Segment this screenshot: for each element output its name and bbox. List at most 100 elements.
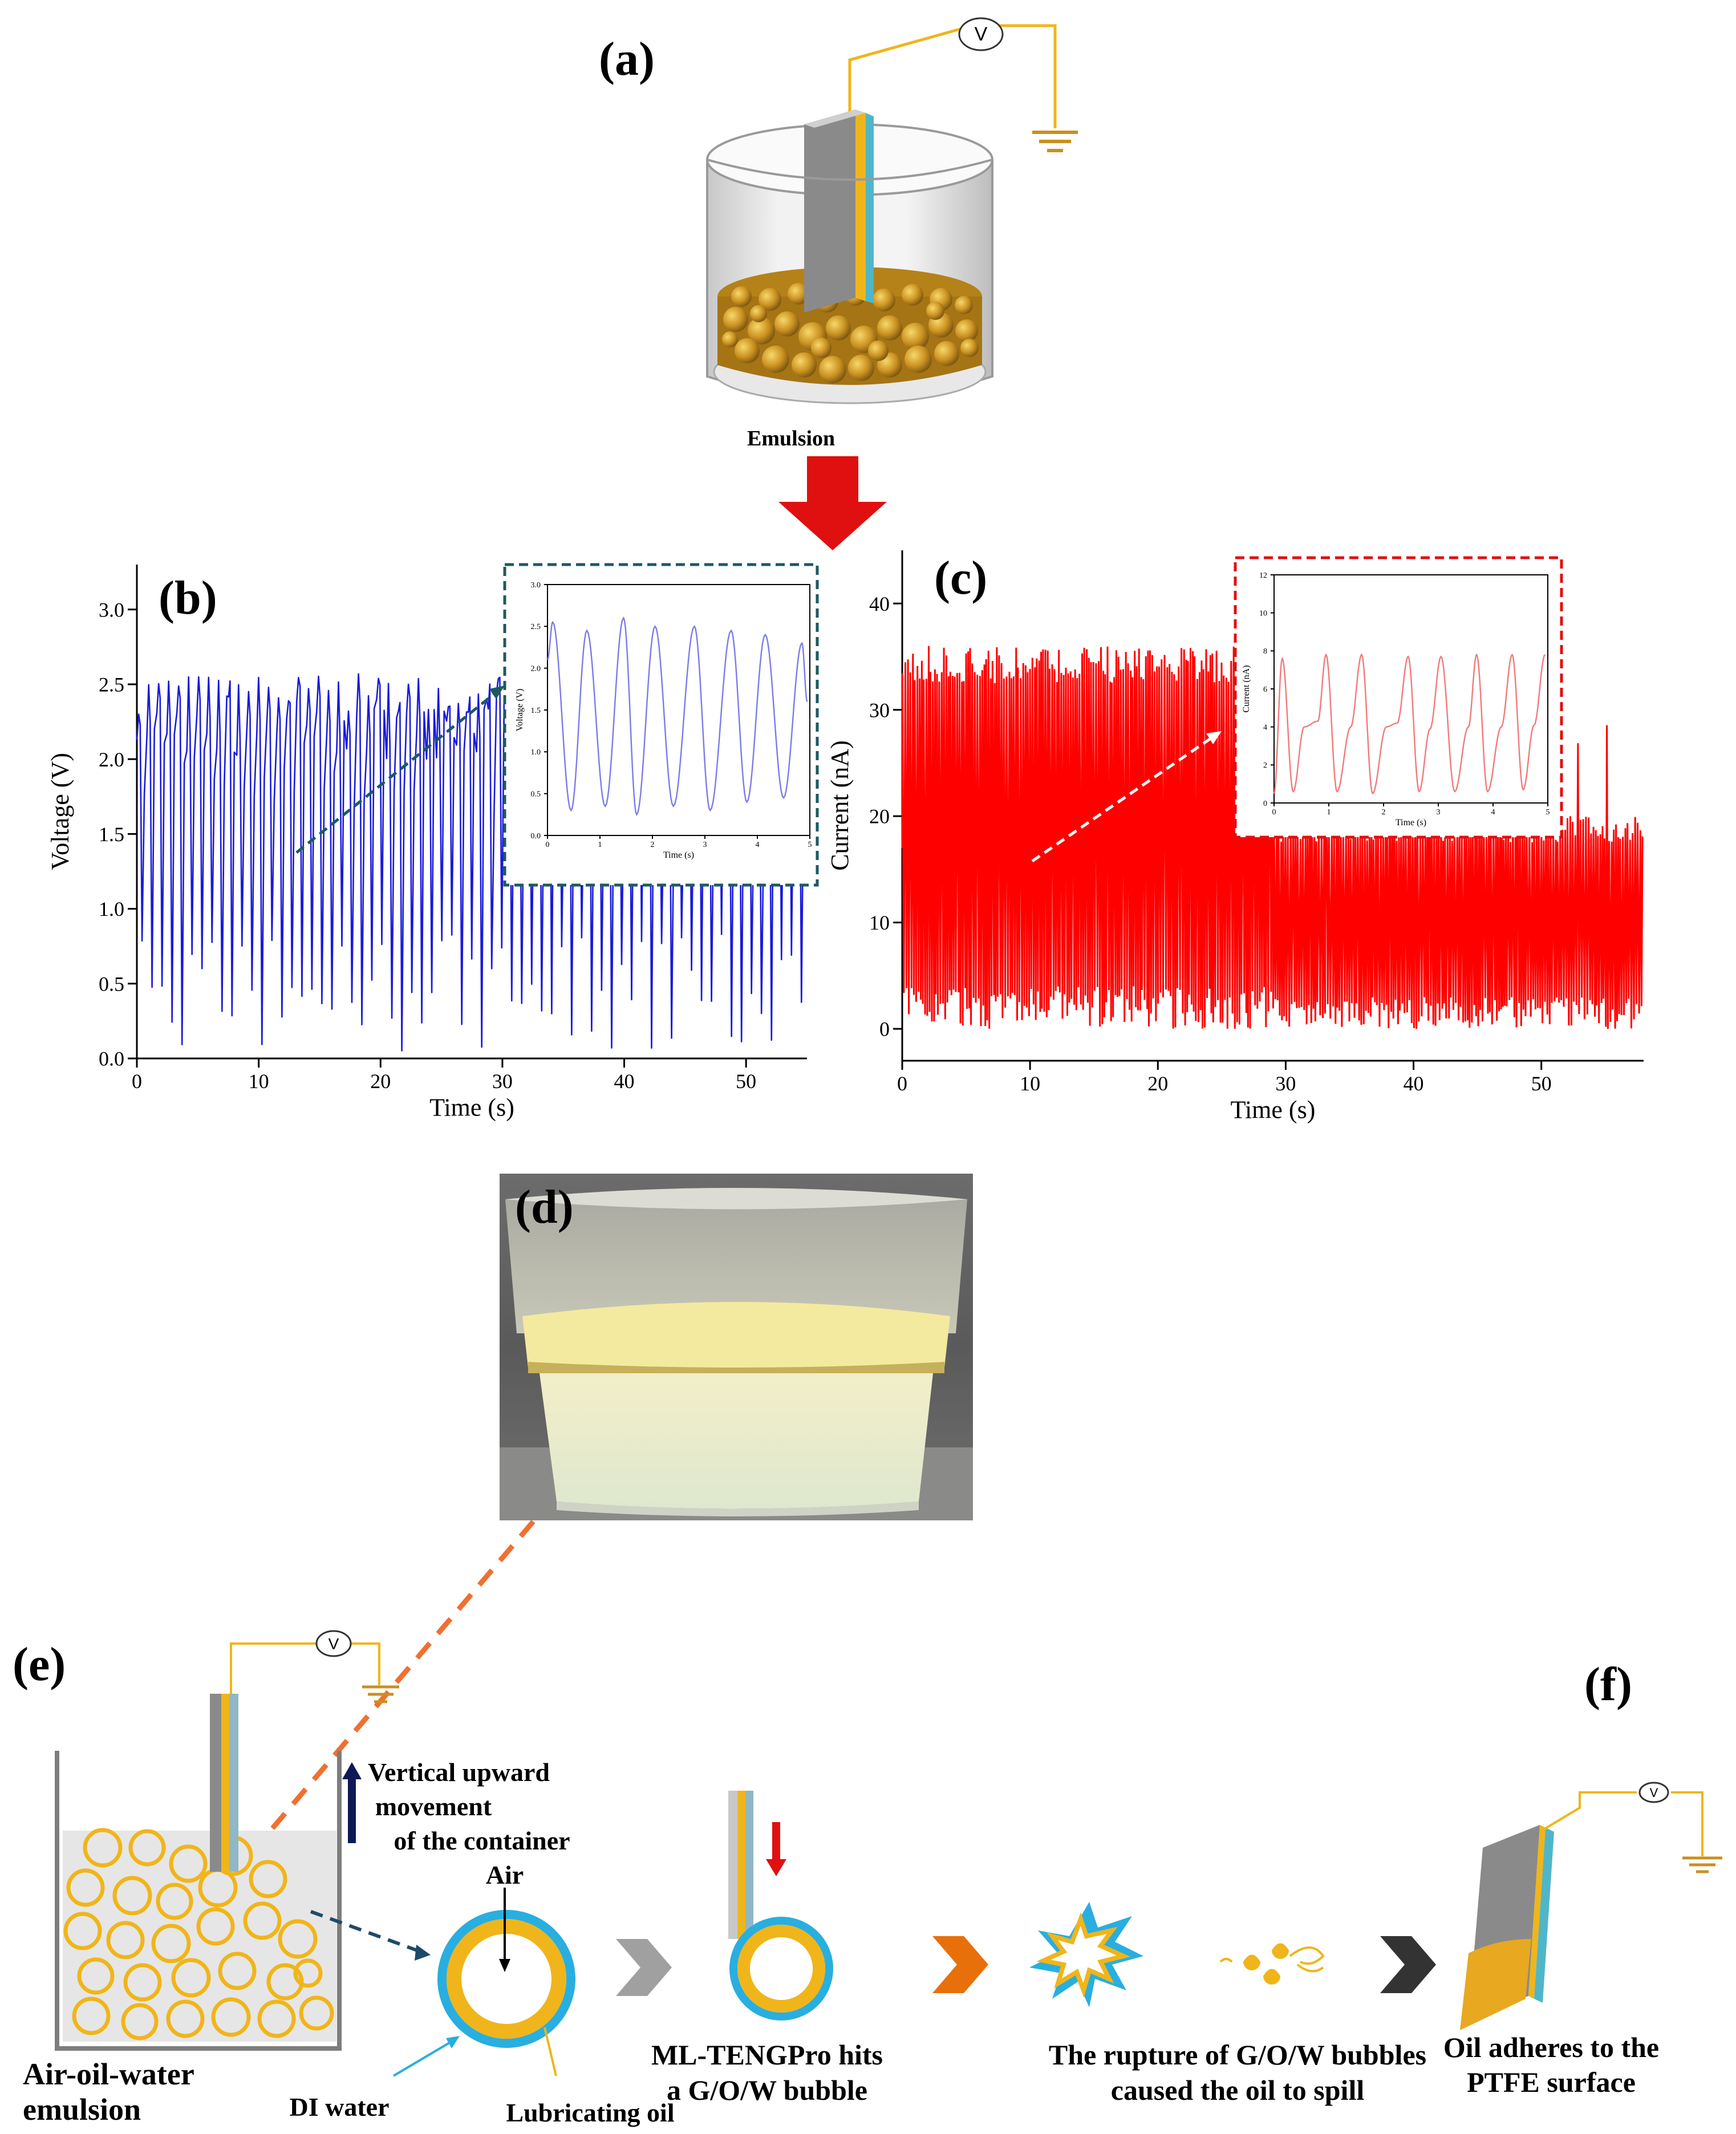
b-x-tick-label: 30 <box>492 1070 513 1093</box>
c-x-tick-label: 10 <box>1020 1072 1040 1095</box>
b-inset-x-tick-label: 4 <box>756 841 760 849</box>
b-inset-border <box>503 563 819 887</box>
c-inset-x-tick-label: 5 <box>1546 808 1550 817</box>
b-y-tick-label: 2.0 <box>99 748 124 771</box>
voltmeter-icon <box>1638 1782 1669 1803</box>
b-x-tick-label: 0 <box>132 1070 142 1093</box>
b-inset-y-tick-label: 0.0 <box>531 832 541 841</box>
c-pointer-arrowhead <box>1206 731 1222 744</box>
panel-c-label: (c) <box>934 551 988 605</box>
di-water-label: DI water <box>290 2092 390 2121</box>
lubricating-oil-label: Lubricating oil <box>506 2098 674 2127</box>
c-x-label: Time (s) <box>1231 1096 1316 1124</box>
c-pointer-arrow <box>1031 734 1216 863</box>
b-y-tick-label: 3.0 <box>99 598 124 621</box>
c-inset-y-tick-label: 6 <box>1263 685 1267 694</box>
c-y-tick-label: 40 <box>869 593 890 615</box>
chevron-right-icon <box>1380 1936 1436 1993</box>
c-inset-y-tick-label: 2 <box>1263 761 1267 770</box>
c-x-tick-label: 30 <box>1275 1072 1296 1095</box>
step2-text-2: a G/O/W bubble <box>667 2074 867 2106</box>
b-x-tick-label: 40 <box>614 1070 635 1093</box>
c-y-label: Current (nA) <box>826 740 854 871</box>
c-y-tick-label: 20 <box>869 805 890 828</box>
c-x-tick-label: 50 <box>1531 1072 1552 1095</box>
b-inset-x-tick-label: 1 <box>598 841 602 849</box>
b-inset-x-tick-label: 5 <box>808 841 812 849</box>
b-x-tick-label: 10 <box>249 1070 269 1093</box>
oil-drops-icon <box>1219 1943 1325 1985</box>
c-inset-x-tick-label: 1 <box>1327 808 1331 817</box>
c-y-tick-label: 0 <box>879 1018 890 1041</box>
chevron-right-icon <box>932 1936 988 1993</box>
c-inset-x-tick-label: 2 <box>1382 808 1386 817</box>
ground-icon <box>1682 1856 1722 1873</box>
move-text-1: Vertical upward <box>368 1758 550 1787</box>
chevron-right-icon <box>616 1939 672 1996</box>
c-inset-y-tick-label: 12 <box>1259 571 1267 580</box>
electrode-oil-plate <box>1460 1825 1554 2030</box>
b-inset-y-tick-label: 0.5 <box>531 790 541 799</box>
b-inset-y-tick-label: 1.5 <box>531 707 541 715</box>
step3-text-1: The rupture of G/O/W bubbles <box>1049 2039 1426 2071</box>
b-inset-y-tick-label: 2.5 <box>531 623 541 631</box>
panel-f-label: (f) <box>1584 1658 1632 1711</box>
b-x-tick-label: 20 <box>370 1070 391 1093</box>
voltmeter-symbol: V <box>1650 1786 1658 1800</box>
b-x-label: Time (s) <box>429 1094 514 1122</box>
c-inset-x-tick-label: 0 <box>1272 808 1276 817</box>
emulsion-caption: Emulsion <box>747 427 835 451</box>
b-inset-series-line <box>547 616 808 817</box>
b-y-tick-label: 0.5 <box>99 972 124 995</box>
c-inset-series-line <box>1273 653 1546 795</box>
electrode-step2 <box>728 1791 753 1939</box>
b-inset-x-tick-label: 0 <box>546 841 550 849</box>
emulsion-photo <box>500 1174 973 1520</box>
step4-text-2: PTFE surface <box>1467 2066 1636 2098</box>
b-inset-x-tick-label: 3 <box>703 841 707 849</box>
gow-bubble <box>437 1910 575 2048</box>
panel-a-label: (a) <box>599 33 655 86</box>
b-y-tick-label: 0.0 <box>99 1048 124 1070</box>
gow-bubble-step2 <box>729 1917 833 2021</box>
current-series-line <box>901 646 1644 1029</box>
panel-b-label: (b) <box>159 571 217 624</box>
air-label: Air <box>486 1860 524 1889</box>
c-x-tick-label: 0 <box>897 1072 907 1095</box>
c-inset-y-tick-label: 0 <box>1263 800 1267 808</box>
b-y-tick-label: 1.5 <box>99 823 124 846</box>
c-x-tick-label: 40 <box>1404 1072 1424 1095</box>
b-y-label: Voltage (V) <box>46 753 74 870</box>
b-inset-x-tick-label: 2 <box>651 841 655 849</box>
b-inset-y-tick-label: 2.0 <box>531 665 541 674</box>
c-inset-x-tick-label: 4 <box>1491 808 1495 817</box>
red-down-arrow-icon <box>766 1822 786 1876</box>
c-inset-y-tick-label: 10 <box>1259 610 1267 618</box>
container-caption-2: emulsion <box>23 2092 141 2127</box>
c-inset-y-tick-label: 8 <box>1263 647 1267 656</box>
voltmeter-icon <box>958 17 1004 51</box>
upward-arrow-icon <box>342 1762 362 1843</box>
b-inset-x-label: Time (s) <box>663 850 694 860</box>
ground-icon <box>1032 131 1078 152</box>
voltmeter-icon <box>315 1630 352 1657</box>
step3-text-2: caused the oil to spill <box>1111 2074 1365 2106</box>
c-inset-x-tick-label: 3 <box>1437 808 1441 817</box>
b-inset-axes: 0 1 2 3 4 5 0.0 0.5 1.0 1.5 2.0 2.5 3.0 Time (s) Volta… <box>515 581 812 860</box>
b-x-tick-label: 50 <box>736 1070 756 1093</box>
step2-text-1: ML-TENGPro hits <box>651 2039 883 2071</box>
down-arrow-icon <box>778 456 887 550</box>
wire-e <box>230 1642 380 1694</box>
panel-e-label: (e) <box>13 1638 66 1691</box>
electrode-plate <box>804 109 874 313</box>
c-inset-y-label: Current (nA) <box>1242 665 1251 712</box>
move-text-2: movement <box>375 1792 492 1821</box>
b-inset-y-tick-label: 1.0 <box>531 748 541 757</box>
c-inset-y-tick-label: 4 <box>1263 724 1267 732</box>
process-schematic: V Vertical upward movement of the contai… <box>23 1630 1722 2127</box>
